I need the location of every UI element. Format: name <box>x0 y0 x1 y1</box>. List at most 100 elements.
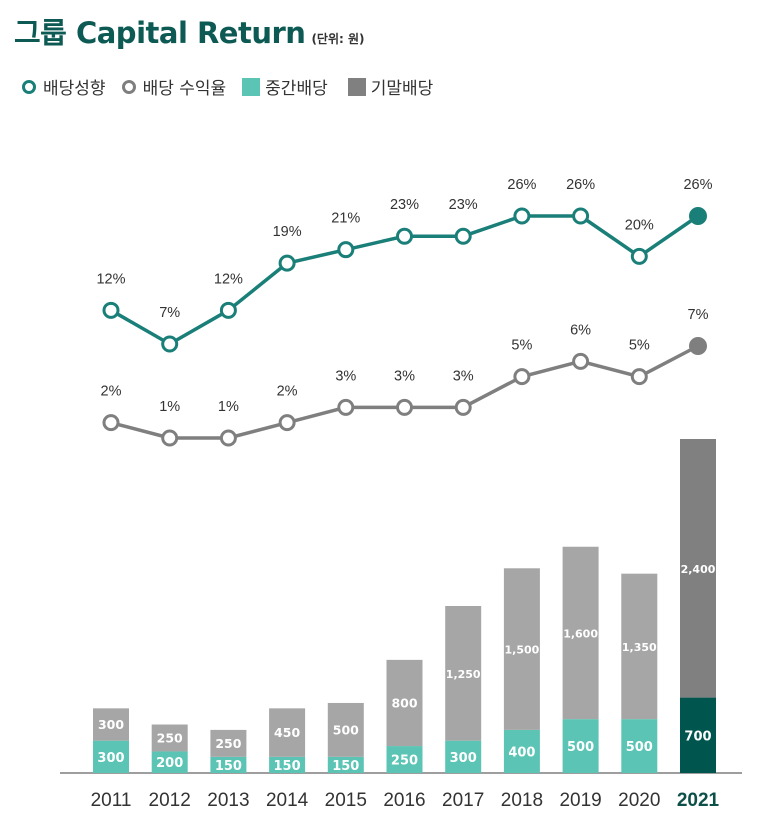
x-tick-label: 2020 <box>618 790 660 811</box>
point-payout-2021 <box>689 207 707 225</box>
bar-final-2020 <box>621 573 658 720</box>
bar-label-final: 1,350 <box>622 641 657 654</box>
bar-final-2018 <box>503 568 540 730</box>
bar-interim-2021 <box>680 697 716 773</box>
point-yield-2015 <box>337 398 355 416</box>
point-yield-2020 <box>630 368 648 386</box>
bar-label-final: 450 <box>274 725 300 740</box>
bar-label-interim: 700 <box>684 729 711 744</box>
bar-label-final: 1,500 <box>505 644 540 657</box>
bar-label-final: 1,250 <box>446 668 481 681</box>
bar-final-2021 <box>680 439 716 698</box>
point-yield-2018 <box>513 368 531 386</box>
bar-label-interim: 250 <box>391 754 418 769</box>
bar-final-2016 <box>386 659 423 747</box>
point-payout-2018 <box>513 207 531 225</box>
legend-item-final: 기말배당 <box>347 74 434 99</box>
chart-title-block: 그룹 Capital Return (단위: 원) <box>14 10 365 52</box>
legend: 배당성향 배당 수익율 중간배당 기말배당 <box>22 74 449 99</box>
point-yield-2014 <box>278 414 296 432</box>
data-label-payout: 23% <box>449 197 478 213</box>
x-tick-label: 2021 <box>677 790 720 811</box>
bar-final-2012 <box>151 724 188 752</box>
bar-label-final: 250 <box>215 736 241 751</box>
bar-interim-2014 <box>269 756 306 773</box>
data-label-payout: 23% <box>390 197 419 213</box>
legend-item-payout: 배당성향 <box>22 74 106 99</box>
data-label-payout: 20% <box>625 217 654 233</box>
series-line-yield <box>110 344 699 440</box>
bar-interim-2020 <box>621 719 658 773</box>
bar-label-final: 300 <box>98 717 124 732</box>
legend-label-final: 기말배당 <box>370 79 434 99</box>
x-tick-label: 2014 <box>266 790 309 811</box>
data-label-yield: 1% <box>218 399 239 415</box>
legend-item-yield: 배당 수익율 <box>121 74 227 99</box>
point-yield-2016 <box>396 398 413 416</box>
x-tick-label: 2012 <box>149 790 191 811</box>
data-label-yield: 3% <box>335 368 356 384</box>
data-label-yield: 3% <box>394 368 415 384</box>
bar-interim-2012 <box>151 751 188 773</box>
x-tick-label: 2016 <box>383 790 425 811</box>
bar-label-final: 250 <box>157 730 183 745</box>
bar-label-interim: 300 <box>97 751 124 766</box>
data-label-payout: 12% <box>214 271 243 287</box>
bar-label-final: 2,400 <box>681 563 716 576</box>
data-label-payout: 12% <box>96 271 125 287</box>
x-tick-label: 2019 <box>559 790 601 811</box>
point-yield-2017 <box>454 398 472 416</box>
x-tick-label: 2011 <box>91 790 132 811</box>
bar-label-interim: 150 <box>274 759 301 774</box>
point-payout-2014 <box>278 254 296 272</box>
bar-label-final: 500 <box>333 722 359 737</box>
point-payout-2019 <box>572 207 590 225</box>
data-label-yield: 5% <box>511 338 532 354</box>
bar-label-interim: 300 <box>450 751 477 766</box>
bar-interim-2011 <box>93 740 129 773</box>
legend-circle-marker <box>22 79 36 94</box>
bar-final-2017 <box>445 606 482 741</box>
legend-square-marker <box>347 77 366 96</box>
bar-label-final: 800 <box>391 695 417 710</box>
data-label-payout: 21% <box>331 211 360 227</box>
x-tick-label: 2013 <box>207 790 249 811</box>
x-tick-label: 2017 <box>442 790 484 811</box>
point-payout-2017 <box>454 227 472 245</box>
legend-label-yield: 배당 수익율 <box>142 79 227 99</box>
x-tick-label: 2018 <box>501 790 543 811</box>
point-yield-2011 <box>102 414 120 432</box>
data-label-yield: 6% <box>570 322 591 338</box>
data-label-yield: 1% <box>159 399 180 415</box>
legend-label-interim: 중간배당 <box>265 79 328 99</box>
point-payout-2020 <box>630 247 648 265</box>
data-label-yield: 2% <box>277 384 298 400</box>
bar-final-2014 <box>269 708 306 757</box>
x-tick-label: 2015 <box>325 790 367 811</box>
data-label-payout: 19% <box>273 224 302 240</box>
point-payout-2012 <box>161 335 179 353</box>
bar-interim-2018 <box>503 729 540 773</box>
chart-title: 그룹 Capital Return <box>14 16 306 50</box>
bar-interim-2016 <box>386 746 423 773</box>
bar-interim-2019 <box>562 719 599 773</box>
bar-label-interim: 500 <box>567 740 594 755</box>
point-payout-2013 <box>219 301 237 319</box>
point-yield-2019 <box>572 352 590 370</box>
bar-label-interim: 200 <box>156 756 183 771</box>
bar-label-interim: 400 <box>508 745 535 760</box>
point-yield-2021 <box>689 337 707 355</box>
bar-label-interim: 150 <box>332 759 359 774</box>
point-payout-2016 <box>396 227 413 245</box>
bar-label-final: 1,600 <box>563 627 598 640</box>
bar-interim-2017 <box>445 740 482 773</box>
legend-square-marker <box>242 77 261 96</box>
bar-interim-2015 <box>327 756 364 773</box>
bar-final-2013 <box>210 729 247 757</box>
point-payout-2015 <box>337 241 355 259</box>
legend-label-payout: 배당성향 <box>43 79 106 99</box>
data-label-yield: 3% <box>453 368 474 384</box>
point-yield-2012 <box>161 429 179 447</box>
bar-label-interim: 500 <box>626 740 653 755</box>
